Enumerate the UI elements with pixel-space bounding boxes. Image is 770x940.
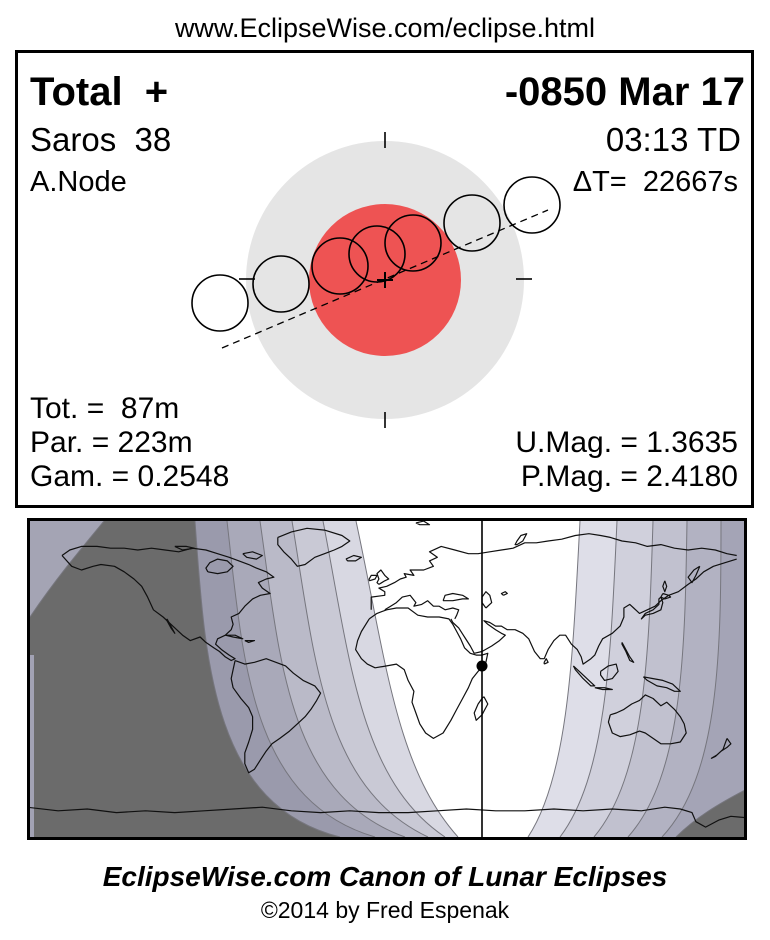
page-url: www.EclipseWise.com/eclipse.html [174,13,596,43]
coastline-asia-south [450,558,737,665]
moon-outline [191,274,249,332]
coastline-philippines [621,642,635,663]
saros-label: Saros 38 [30,121,172,158]
coastline-aral-sea [500,591,508,596]
moon-outline [384,214,442,272]
moon-outline [252,255,310,313]
shade-boundary-line [627,521,688,837]
shade-boundary-line [30,521,105,618]
shade-boundary-line [291,521,429,837]
coastline-kamchatka [687,565,701,584]
delta-t-label: ΔT= 22667s [572,166,738,198]
moon-outline [443,194,501,252]
coastline-ireland [368,574,378,582]
coastline-baja [166,618,176,634]
gamma-value: Gam. = 0.2548 [30,460,230,493]
shade-boundary-line [226,521,376,837]
partial-duration: Par. = 223m [30,426,193,459]
coastline-australia [607,694,687,745]
shade-boundary-line [322,521,446,837]
coastline-svalbard [415,521,431,526]
coastline-new-guinea [642,676,681,692]
coastline-victoria-island [174,545,195,551]
visibility-map-svg [27,518,747,840]
coastline-black-sea [442,592,469,602]
eclipse-time: 03:13 TD [605,121,741,158]
coastline-borneo [600,663,619,681]
east-shade-band [662,521,744,837]
northwest-sliver-band [30,521,104,617]
coastline-europe [370,533,737,610]
coastline-south-america [230,658,322,774]
coastline-sakhalin [662,580,668,593]
sub-lunar-point-dot [476,660,488,672]
penumbral-magnitude: P.Mag. = 2.4180 [520,460,738,493]
shade-boundary-line [559,521,618,837]
coastline-hudson-bay [205,558,234,575]
coastline-antarctica [30,806,744,828]
coastline-africa [355,607,489,739]
node-label: A.Node [30,166,127,198]
coastline-cuba [225,634,244,640]
coastline-baffin-island [242,551,263,560]
moon-outline [348,225,406,283]
eclipse-date: -0850 Mar 17 [504,70,745,114]
moon-outline [311,237,369,295]
coastline-mediterranean-north [384,594,460,620]
map-content [30,521,744,837]
coastline-new-zealand [710,738,732,759]
coastline-iceland [345,554,362,562]
totality-duration: Tot. = 87m [30,392,180,425]
map-border [27,518,747,840]
coastline-uk [376,569,390,585]
coastline-japan [640,596,664,620]
west-edge-strip [30,655,34,837]
umbral-magnitude: U.Mag. = 1.3635 [515,426,738,459]
eclipse-type-label: Total + [30,70,169,114]
coastline-hispaniola [244,640,256,643]
coastline-sri-lanka [543,658,549,665]
coastline-novaya-zemlya [514,533,528,546]
coastline-greenland [277,527,351,567]
coastline-north-america [61,545,275,662]
southeast-dark-corner [676,790,744,837]
shade-boundary-line [259,521,406,837]
canon-title: EclipseWise.com Canon of Lunar Eclipses [102,861,668,892]
moon-outline [503,176,561,234]
shade-boundary-line [675,790,744,837]
copyright: ©2014 by Fred Espenak [260,897,510,923]
shade-boundary-line [194,521,341,837]
coastline-hokkaido [660,592,672,600]
coastline-java [594,687,613,691]
coastline-sumatra [572,665,596,687]
shade-boundary-line [355,521,459,837]
west-shade-band [30,521,340,837]
shadow-diagram-svg [191,132,561,428]
